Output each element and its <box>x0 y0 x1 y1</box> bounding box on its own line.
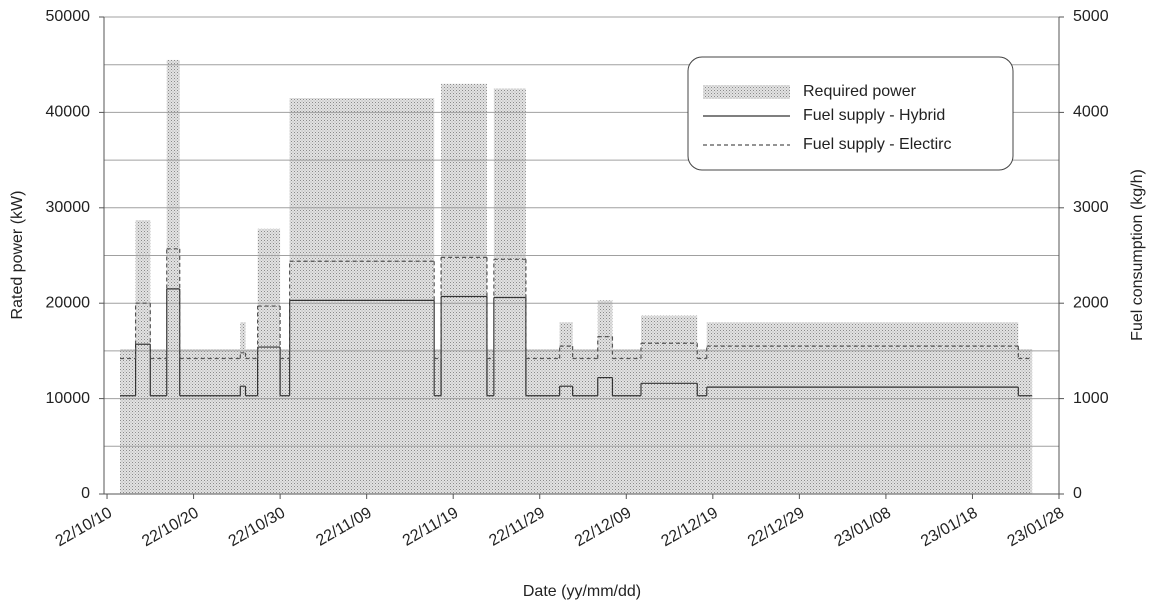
legend-label: Required power <box>803 83 917 100</box>
area-segment <box>280 348 290 494</box>
area-segment <box>135 220 151 494</box>
y2-tick-label: 0 <box>1073 485 1082 502</box>
area-segment <box>120 348 136 494</box>
area-segment <box>289 98 435 494</box>
area-segment <box>257 228 281 494</box>
area-segment <box>559 322 573 494</box>
x-tick-label: 22/12/19 <box>659 504 722 550</box>
area-segment <box>1018 348 1033 494</box>
y2-tick-label: 5000 <box>1073 8 1109 25</box>
area-segment <box>441 83 487 494</box>
area-segment <box>597 300 613 494</box>
y-tick-label: 0 <box>81 485 90 502</box>
legend-label: Fuel supply - Hybrid <box>803 107 945 124</box>
x-tick-label: 23/01/28 <box>1005 504 1068 550</box>
area-segment <box>525 348 560 494</box>
y2-tick-label: 4000 <box>1073 104 1109 121</box>
legend: Required power Fuel supply - Hybrid Fuel s… <box>687 56 1014 171</box>
y2-tick-label: 2000 <box>1073 294 1109 311</box>
area-segment <box>245 348 258 494</box>
area-segment <box>179 348 241 494</box>
area-segment <box>150 348 167 494</box>
x-axis-label: Date (yy/mm/dd) <box>523 583 641 600</box>
x-tick-label: 22/10/30 <box>226 504 289 550</box>
legend-swatch <box>703 85 790 99</box>
x-tick-label: 22/12/09 <box>572 504 635 550</box>
area-segment <box>640 315 698 494</box>
area-segment <box>240 322 246 494</box>
x-tick-label: 22/10/20 <box>139 504 202 550</box>
x-tick-label: 22/11/29 <box>486 504 548 549</box>
area-segment <box>706 322 1019 494</box>
x-tick-label: 22/10/10 <box>53 504 116 550</box>
area-segment <box>166 59 180 495</box>
x-tick-label: 22/12/29 <box>745 504 808 550</box>
y-tick-label: 50000 <box>46 8 91 25</box>
y2-axis-label: Fuel consumption (kg/h) <box>1129 169 1146 341</box>
area-segment <box>697 348 707 494</box>
x-tick-label: 23/01/18 <box>918 504 981 550</box>
area-segment <box>612 348 641 494</box>
x-tick-label: 23/01/08 <box>832 504 895 550</box>
area-segment <box>572 348 598 494</box>
y-tick-label: 40000 <box>46 104 91 121</box>
legend-label: Fuel supply - Electirc <box>803 136 952 153</box>
y2-tick-label: 3000 <box>1073 199 1109 216</box>
y2-tick-label: 1000 <box>1073 390 1109 407</box>
y-axis-label: Rated power (kW) <box>9 191 26 320</box>
y-tick-label: 30000 <box>46 199 91 216</box>
area-segment <box>493 88 526 495</box>
x-tick-label: 22/11/09 <box>313 504 375 549</box>
y-tick-label: 20000 <box>46 294 91 311</box>
area-segment <box>486 348 494 494</box>
x-tick-label: 22/11/19 <box>400 504 462 549</box>
area-segment <box>434 348 442 494</box>
y-tick-label: 10000 <box>46 390 91 407</box>
